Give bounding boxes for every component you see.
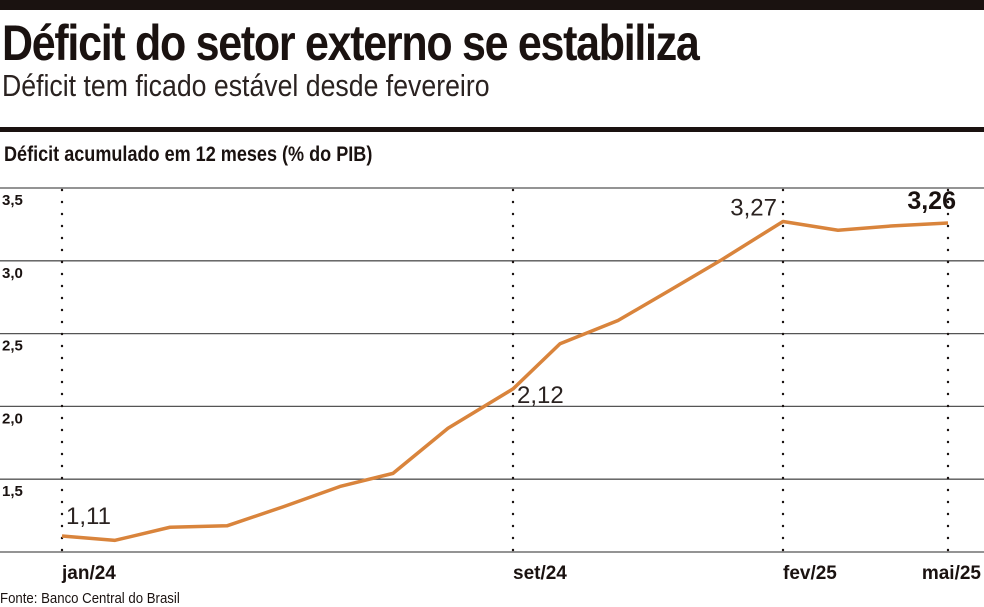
chart-title: Déficit acumulado em 12 meses (% do PIB) [4,143,373,166]
y-tick-label: 2,5 [2,338,23,355]
data-label: 1,11 [66,503,111,530]
y-tick-label: 3,5 [2,192,23,209]
top-bar [0,0,984,10]
x-tick-label: fev/25 [783,563,837,584]
x-tick-label: mai/25 [922,563,982,584]
y-tick-label: 1,5 [2,483,23,500]
page-subtitle: Déficit tem ficado estável desde feverei… [2,68,490,103]
y-tick-label: 3,0 [2,265,23,282]
divider [0,127,984,132]
x-tick-label: set/24 [513,563,567,584]
y-tick-label: 2,0 [2,410,23,427]
data-label: 3,26 [907,187,956,215]
series-line [61,219,949,543]
data-label: 3,27 [730,194,777,221]
page-title: Déficit do setor externo se estabiliza [2,15,700,71]
data-label: 2,12 [517,382,564,409]
source-note: Fonte: Banco Central do Brasil [0,590,180,607]
x-tick-label: jan/24 [61,563,116,584]
